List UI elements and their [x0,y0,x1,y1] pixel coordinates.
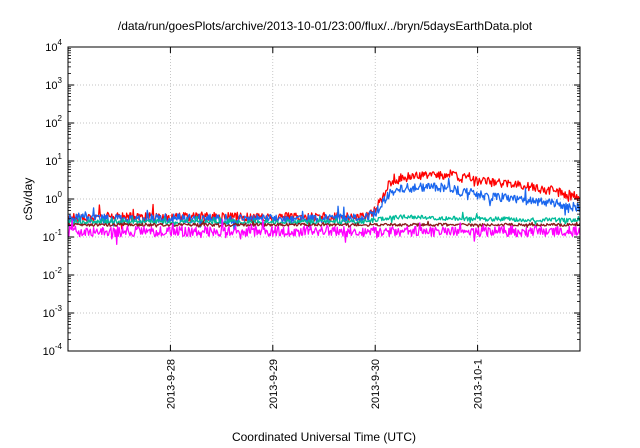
y-tick-label: 10-1 [43,228,63,244]
y-tick-label: 10-3 [43,304,63,320]
x-tick-label: 2013-9-30 [370,359,382,409]
y-tick-label: 10-4 [43,342,63,358]
y-tick-label: 104 [45,38,62,54]
x-axis-label: Coordinated Universal Time (UTC) [232,430,416,444]
series-line-5 [67,219,581,245]
x-tick-label: 2013-9-28 [165,359,177,409]
grid [68,47,580,351]
y-tick-label: 103 [45,76,62,92]
chart-title: /data/run/goesPlots/archive/2013-10-01/2… [118,19,533,33]
series-line-3 [67,211,581,227]
y-tick-label: 102 [45,114,62,130]
series-group [67,169,581,245]
x-tick-label: 2013-9-29 [268,359,280,409]
series-line-4 [67,220,581,228]
y-axis-label: cSv/day [21,178,35,221]
series-line-2 [67,177,581,231]
series-line-1 [67,169,581,230]
x-tick-label: 2013-10-1 [473,359,485,409]
y-tick-label: 10-2 [43,266,63,282]
x-axis: 2013-9-28 2013-9-29 2013-9-30 2013-10-1 [165,47,485,409]
y-axis: 10-4 10-3 10-2 10-1 100 101 102 103 104 [43,38,580,358]
y-tick-label: 100 [45,190,62,206]
y-tick-label: 101 [45,152,62,168]
